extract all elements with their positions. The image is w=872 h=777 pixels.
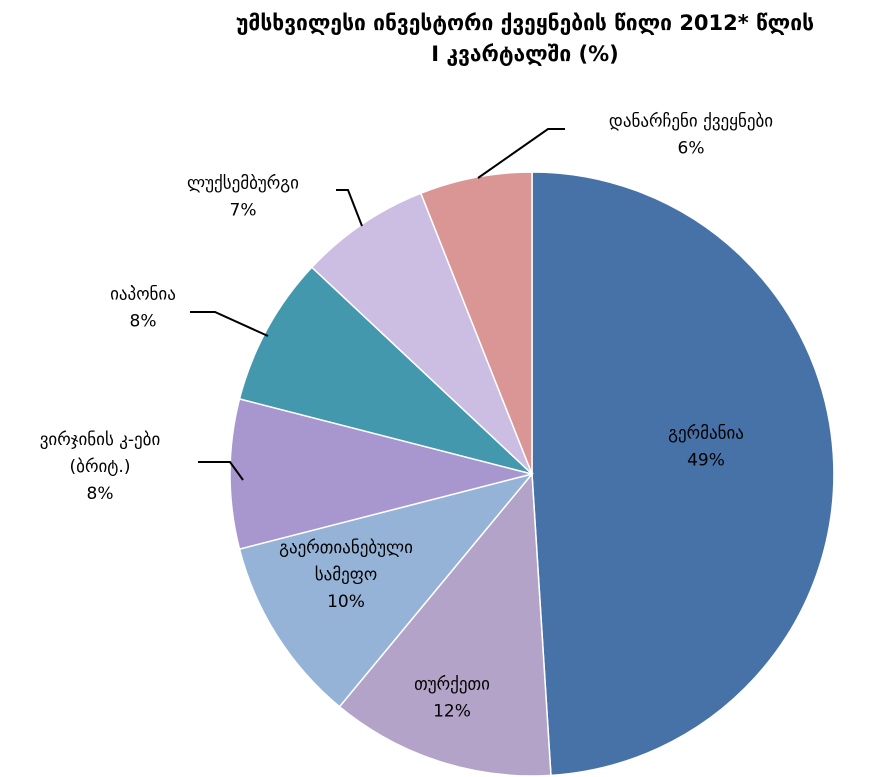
slice-name-label: ლუქსემბურგი: [187, 174, 299, 194]
slice-value-label: 6%: [678, 139, 705, 159]
slice-value-label: 8%: [130, 312, 157, 332]
slice-label-2: გაერთიანებული სამეფო 10%: [279, 538, 413, 612]
slice-name-label: ვირჯინის კ-ები: [40, 430, 161, 450]
slice-value-label: 12%: [433, 702, 471, 722]
slice-label-6: დანარჩენი ქვეყნები 6%: [609, 112, 773, 159]
slice-value-label: 7%: [230, 201, 257, 221]
leader-line-6: [477, 128, 565, 179]
chart-title: უმსხვილესი ინვესტორი ქვეყნების წილი 2012…: [180, 8, 870, 70]
pie-slice-4: [238, 266, 533, 475]
leader-line-5: [336, 189, 363, 227]
slice-name-label: გერმანია: [668, 424, 744, 444]
pie-slice-2: [238, 472, 535, 708]
slice-name-label: თურქეთი: [414, 675, 490, 695]
slice-label-5: ლუქსემბურგი 7%: [187, 174, 299, 221]
slice-name-label: სამეფო: [315, 565, 377, 585]
leader-line-4: [190, 311, 269, 337]
pie-slice-1: [338, 472, 552, 777]
pie-slice-3: [229, 397, 533, 551]
leader-line-3: [198, 461, 244, 481]
chart-title-line-1: უმსხვილესი ინვესტორი ქვეყნების წილი 2012…: [235, 11, 815, 35]
slice-value-label: 49%: [687, 451, 725, 471]
slice-value-label: 10%: [327, 592, 365, 612]
pie-slice-0: [531, 171, 835, 777]
slice-name-label: იაპონია: [110, 285, 176, 305]
chart-title-line-2: I კვარტალში (%): [431, 42, 619, 66]
slice-name-label: გაერთიანებული: [279, 538, 413, 558]
slice-label-4: იაპონია 8%: [110, 285, 176, 332]
slice-name-label: დანარჩენი ქვეყნები: [609, 112, 773, 132]
pie-slice-6: [419, 171, 533, 475]
slice-label-3: ვირჯინის კ-ები (ბრიტ.) 8%: [40, 430, 161, 504]
slice-label-1: თურქეთი 12%: [414, 675, 490, 722]
slice-name-label: (ბრიტ.): [70, 457, 131, 477]
slice-value-label: 8%: [87, 484, 114, 504]
slice-label-0: გერმანია 49%: [668, 424, 744, 471]
